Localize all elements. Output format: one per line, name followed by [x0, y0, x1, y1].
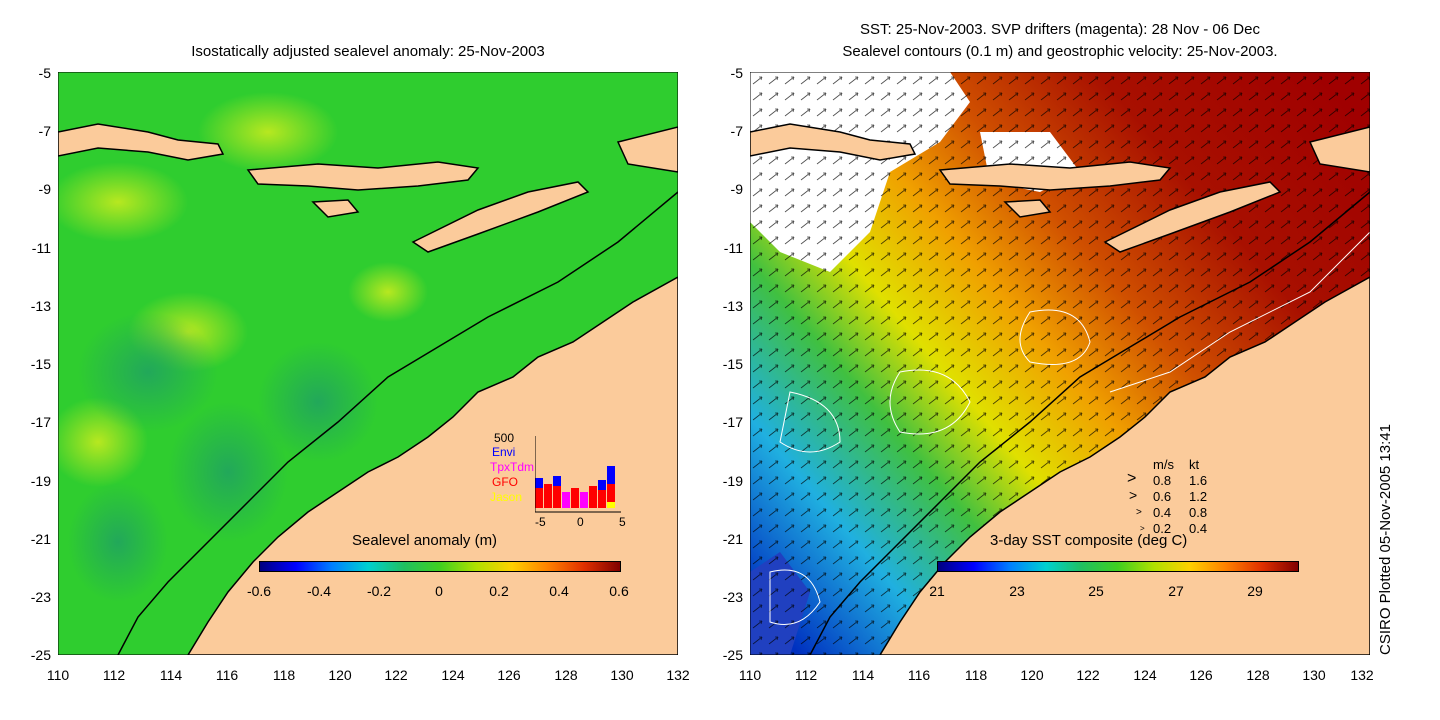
- inset-legend-tpxtdm: TpxTdm: [490, 460, 535, 474]
- x-tick-label: 132: [1350, 667, 1374, 683]
- y-tick-label: -13: [722, 298, 743, 314]
- colorbar-label: -0.6: [246, 583, 272, 599]
- colorbar-label: 27: [1168, 583, 1184, 599]
- y-tick-label: -23: [30, 589, 51, 605]
- inset-legend-envi: Envi: [492, 445, 516, 459]
- inset-legend-gfo: GFO: [492, 475, 518, 489]
- right-panel-title-line2: Sealevel contours (0.1 m) and geostrophi…: [842, 43, 1278, 60]
- inset-x-label: 0: [577, 515, 584, 529]
- y-tick-label: -21: [722, 531, 743, 547]
- colorbar-label: -0.4: [306, 583, 332, 599]
- y-tick-label: -7: [730, 123, 743, 139]
- x-tick-label: 122: [384, 667, 408, 683]
- velocity-ms-value: 0.6: [1153, 489, 1172, 504]
- velocity-kt-value: 1.2: [1189, 489, 1208, 504]
- colorbar-label: 23: [1009, 583, 1025, 599]
- x-tick-label: 122: [1076, 667, 1100, 683]
- colorbar-label: 0.6: [609, 583, 629, 599]
- x-tick-label: 130: [610, 667, 634, 683]
- colorbar-label: 25: [1088, 583, 1104, 599]
- velocity-arrow-icon: >: [1136, 507, 1142, 518]
- y-tick-label: -15: [30, 356, 51, 372]
- x-tick-label: 116: [215, 667, 239, 683]
- inset-legend-jason: Jason: [490, 490, 523, 504]
- x-tick-label: 114: [851, 667, 875, 683]
- y-tick-label: -25: [722, 647, 743, 663]
- sst-colorbar-title: 3-day SST composite (deg C): [990, 532, 1188, 549]
- y-tick-label: -25: [30, 647, 51, 663]
- x-tick-label: 110: [46, 667, 70, 683]
- velocity-ms-value: 0.8: [1153, 473, 1172, 488]
- velocity-arrow-icon: >: [1129, 487, 1138, 503]
- y-tick-label: -5: [38, 65, 51, 81]
- y-tick-label: -21: [30, 531, 51, 547]
- y-tick-label: -7: [38, 123, 51, 139]
- y-tick-label: -19: [30, 473, 51, 489]
- x-tick-label: 118: [964, 667, 988, 683]
- velocity-arrow-icon: >: [1127, 470, 1137, 487]
- colorbar-label: 0.2: [489, 583, 509, 599]
- x-tick-label: 126: [497, 667, 521, 683]
- colorbar-label: 29: [1247, 583, 1263, 599]
- x-tick-label: 124: [441, 667, 465, 683]
- x-tick-label: 128: [1246, 667, 1270, 683]
- y-tick-label: -17: [722, 414, 743, 430]
- velocity-ms-value: 0.2: [1153, 521, 1172, 536]
- sla-colorbar-title: Sealevel anomaly (m): [352, 532, 498, 549]
- x-tick-label: 124: [1133, 667, 1157, 683]
- x-tick-label: 110: [738, 667, 762, 683]
- y-tick-label: -17: [30, 414, 51, 430]
- y-tick-label: -9: [38, 181, 51, 197]
- colorbar-label: -0.2: [366, 583, 392, 599]
- velocity-header-kt: kt: [1189, 457, 1200, 472]
- y-tick-label: -11: [31, 240, 51, 256]
- y-tick-label: -11: [723, 240, 743, 256]
- y-tick-label: -5: [730, 65, 743, 81]
- x-tick-label: 120: [1020, 667, 1044, 683]
- inset-y-label: 500: [494, 431, 515, 445]
- x-tick-label: 120: [328, 667, 352, 683]
- sea-level-anomaly-map: [58, 72, 678, 655]
- sla-colorbar: [259, 561, 621, 572]
- y-tick-label: -19: [722, 473, 743, 489]
- velocity-kt-value: 1.6: [1189, 473, 1208, 488]
- y-tick-label: -15: [722, 356, 743, 372]
- y-tick-label: -13: [30, 298, 51, 314]
- velocity-arrow-icon: >: [1140, 524, 1145, 533]
- x-tick-label: 112: [794, 667, 818, 683]
- colorbar-label: 0.4: [549, 583, 569, 599]
- y-tick-label: -9: [730, 181, 743, 197]
- velocity-kt-value: 0.4: [1189, 521, 1208, 536]
- velocity-ms-value: 0.4: [1153, 505, 1172, 520]
- left-panel-title: Isostatically adjusted sealevel anomaly:…: [191, 43, 545, 60]
- x-tick-label: 130: [1302, 667, 1326, 683]
- sst-map: [750, 72, 1370, 655]
- inset-x-label: -5: [535, 515, 546, 529]
- x-tick-label: 112: [102, 667, 126, 683]
- sst-colorbar: [937, 561, 1299, 572]
- x-tick-label: 116: [907, 667, 931, 683]
- velocity-header-ms: m/s: [1153, 457, 1174, 472]
- x-tick-label: 132: [666, 667, 690, 683]
- colorbar-label: 21: [929, 583, 945, 599]
- velocity-kt-value: 0.8: [1189, 505, 1208, 520]
- inset-x-label: 5: [619, 515, 626, 529]
- x-tick-label: 128: [554, 667, 578, 683]
- x-tick-label: 114: [159, 667, 183, 683]
- x-tick-label: 118: [272, 667, 296, 683]
- inset-bar-chart: [535, 436, 621, 513]
- colorbar-label: 0: [435, 583, 443, 599]
- right-panel-title-line1: SST: 25-Nov-2003. SVP drifters (magenta)…: [860, 21, 1260, 38]
- credit-label: CSIRO Plotted 05-Nov-2005 13:41: [1377, 424, 1394, 655]
- x-tick-label: 126: [1189, 667, 1213, 683]
- y-tick-label: -23: [722, 589, 743, 605]
